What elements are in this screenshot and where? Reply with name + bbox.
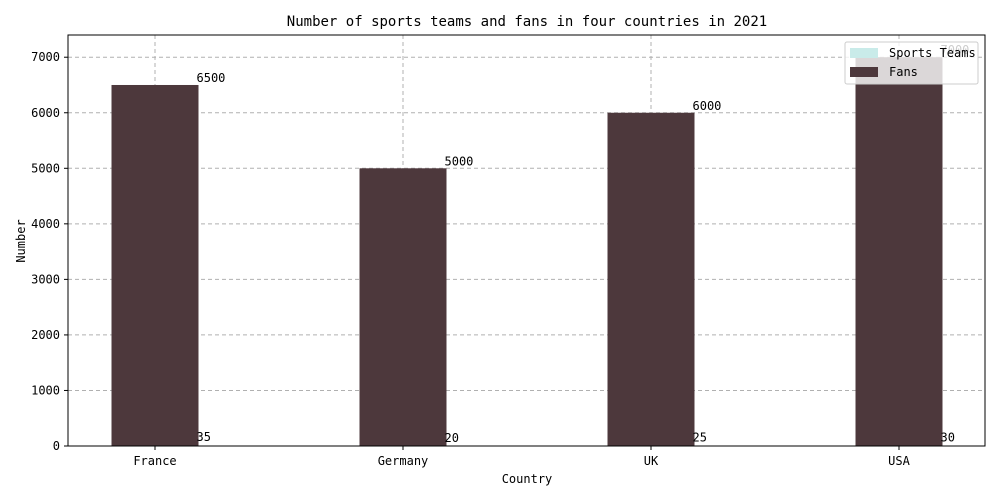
grid — [68, 35, 985, 447]
data-label-fans: 6500 — [197, 71, 226, 85]
legend: Sports Teams Fans — [844, 41, 979, 85]
data-label-sports-teams: 20 — [445, 431, 459, 445]
y-tick-label: 2000 — [31, 328, 60, 342]
x-tick-label: Germany — [378, 454, 429, 468]
legend-swatch-sports-teams — [850, 48, 878, 58]
legend-swatch-fans — [850, 67, 878, 77]
data-label-fans: 5000 — [445, 154, 474, 168]
y-axis-label: Number — [14, 219, 28, 262]
y-axis: 0 1000 2000 3000 4000 5000 6000 7000 — [31, 50, 68, 453]
legend-box — [844, 41, 979, 85]
y-tick-label: 3000 — [31, 272, 60, 286]
legend-label-fans: Fans — [889, 65, 918, 79]
y-tick-label: 6000 — [31, 106, 60, 120]
plot-area — [67, 34, 986, 447]
bars — [111, 57, 943, 447]
data-labels: 352025306500500060007000 — [197, 43, 970, 445]
x-axis: France Germany UK USA — [133, 446, 911, 468]
x-tick-label: UK — [644, 454, 659, 468]
bar-fans — [855, 57, 943, 446]
bar-fans — [359, 168, 447, 446]
data-label-sports-teams: 35 — [197, 430, 211, 444]
data-label-fans: 6000 — [693, 99, 722, 113]
x-tick-label: France — [133, 454, 176, 468]
y-tick-label: 0 — [53, 439, 60, 453]
y-tick-label: 1000 — [31, 383, 60, 397]
data-label-sports-teams: 25 — [693, 431, 707, 445]
x-axis-label: Country — [502, 472, 553, 486]
bar-fans — [607, 112, 695, 446]
y-tick-label: 5000 — [31, 161, 60, 175]
legend-label-sports-teams: Sports Teams — [889, 46, 976, 60]
y-tick-label: 7000 — [31, 50, 60, 64]
x-tick-label: USA — [888, 454, 910, 468]
bar-fans — [111, 84, 199, 447]
y-tick-label: 4000 — [31, 217, 60, 231]
data-label-sports-teams: 30 — [941, 430, 955, 444]
chart-title: Number of sports teams and fans in four … — [287, 14, 767, 30]
